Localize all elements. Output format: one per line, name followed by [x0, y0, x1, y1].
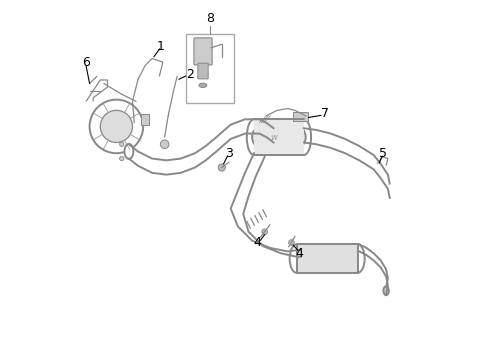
FancyBboxPatch shape: [194, 38, 212, 65]
Text: 4: 4: [253, 236, 262, 249]
Bar: [186, 33, 234, 103]
Circle shape: [100, 111, 132, 143]
Circle shape: [160, 140, 169, 149]
Text: 2: 2: [186, 68, 194, 81]
Ellipse shape: [383, 286, 389, 295]
Text: 4: 4: [295, 247, 303, 260]
Text: 1: 1: [157, 40, 165, 53]
Circle shape: [90, 100, 143, 153]
Text: w: w: [270, 132, 277, 141]
Circle shape: [262, 229, 268, 235]
Ellipse shape: [124, 144, 133, 159]
Circle shape: [218, 164, 225, 171]
Circle shape: [120, 142, 124, 147]
Text: 8: 8: [206, 12, 214, 24]
Bar: [254, 119, 304, 155]
Ellipse shape: [252, 119, 306, 155]
Text: 3: 3: [225, 147, 233, 160]
Ellipse shape: [199, 83, 207, 87]
Bar: [297, 244, 358, 273]
Text: 6: 6: [82, 55, 90, 69]
Bar: [142, 114, 149, 125]
Circle shape: [289, 240, 294, 246]
Bar: [293, 112, 308, 121]
FancyBboxPatch shape: [198, 63, 208, 79]
Text: 5: 5: [379, 147, 387, 160]
Text: 7: 7: [321, 107, 329, 120]
Circle shape: [120, 157, 124, 161]
